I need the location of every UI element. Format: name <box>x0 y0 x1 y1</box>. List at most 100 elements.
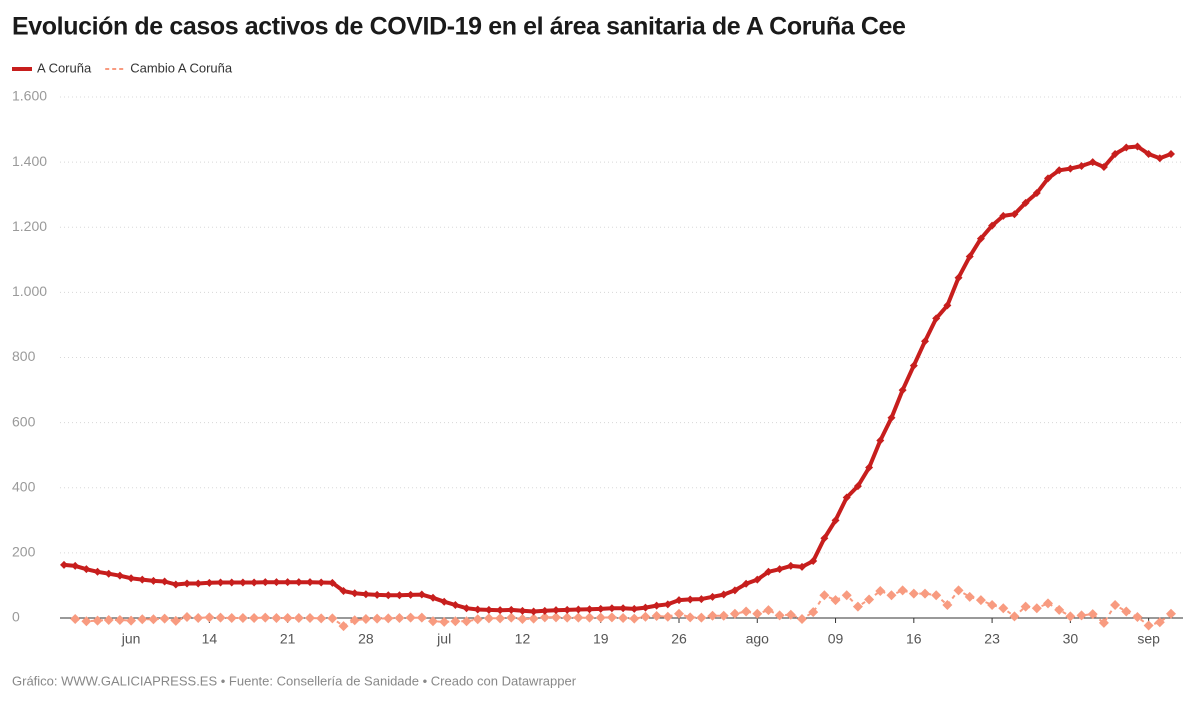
data-point <box>182 612 192 623</box>
data-point <box>360 613 371 624</box>
data-point <box>282 613 293 623</box>
data-point <box>976 234 985 243</box>
data-point <box>1031 603 1042 614</box>
data-point <box>975 595 986 606</box>
data-point <box>183 579 191 588</box>
data-point <box>1099 163 1108 172</box>
data-point <box>820 534 829 543</box>
x-tick-label: jun <box>121 631 141 647</box>
data-point <box>71 561 80 570</box>
data-point <box>506 612 517 623</box>
source-note: Gráfico: WWW.GALICIAPRESS.ES • Fuente: C… <box>12 673 577 688</box>
data-point <box>685 612 696 623</box>
data-point <box>472 614 483 625</box>
data-point <box>450 616 461 627</box>
data-point <box>495 613 506 624</box>
data-point <box>483 613 494 624</box>
data-point <box>82 565 91 574</box>
data-point <box>215 612 226 623</box>
data-point <box>484 605 493 614</box>
y-tick-label: 200 <box>12 544 36 560</box>
data-point <box>898 386 907 395</box>
data-point <box>1044 174 1052 183</box>
data-point <box>394 613 405 623</box>
y-tick-label: 1.600 <box>12 88 47 104</box>
data-point <box>675 596 683 605</box>
data-point <box>1020 601 1031 612</box>
data-point <box>1111 149 1120 158</box>
data-point <box>965 252 974 261</box>
data-point <box>528 613 539 624</box>
data-point <box>361 590 370 599</box>
data-point <box>764 567 773 576</box>
data-point <box>697 595 706 604</box>
data-point <box>539 612 550 623</box>
data-point <box>60 560 68 569</box>
data-point <box>640 611 651 622</box>
data-point <box>852 601 863 612</box>
x-tick-label: jul <box>436 631 451 647</box>
data-point <box>127 574 136 583</box>
data-point <box>205 578 214 587</box>
data-point <box>741 606 752 617</box>
data-point <box>283 578 292 587</box>
data-point <box>148 614 159 625</box>
data-point <box>1088 158 1097 167</box>
data-point <box>606 612 617 623</box>
data-point <box>841 590 852 601</box>
data-point <box>70 613 81 624</box>
data-point <box>316 613 327 624</box>
data-point <box>461 616 472 627</box>
data-point <box>237 613 248 623</box>
x-tick-label: ago <box>746 631 770 647</box>
data-point <box>897 585 908 596</box>
data-point <box>865 463 874 472</box>
data-point <box>327 613 338 624</box>
data-point <box>652 601 661 610</box>
data-point <box>708 592 717 601</box>
data-point <box>988 221 997 230</box>
data-point <box>473 605 482 614</box>
y-tick-label: 800 <box>12 348 36 364</box>
data-point <box>953 585 964 596</box>
data-point <box>272 578 281 587</box>
data-point <box>193 613 204 623</box>
data-point <box>864 594 875 605</box>
data-point <box>763 605 774 616</box>
data-point <box>842 493 851 502</box>
data-point <box>563 605 572 614</box>
data-point <box>216 578 225 587</box>
data-point <box>373 590 382 599</box>
data-point <box>774 610 785 621</box>
data-point <box>529 607 538 616</box>
data-point <box>1021 198 1030 207</box>
data-point <box>115 571 124 580</box>
x-tick-label: 26 <box>671 631 687 647</box>
data-point <box>1122 143 1131 152</box>
data-point <box>629 613 640 624</box>
data-point <box>1010 210 1019 219</box>
x-tick-label: 14 <box>202 631 218 647</box>
data-point <box>383 613 394 624</box>
data-point <box>798 562 806 571</box>
data-point <box>920 588 930 599</box>
data-point <box>830 595 841 606</box>
data-point <box>707 610 718 621</box>
x-tick-label: 28 <box>358 631 374 647</box>
data-point <box>137 614 148 625</box>
data-point <box>138 575 147 584</box>
data-point <box>786 561 795 570</box>
data-point <box>1065 611 1076 622</box>
data-point <box>886 590 897 601</box>
data-point <box>785 609 796 620</box>
data-point <box>126 615 137 626</box>
data-point <box>619 604 628 613</box>
x-tick-label: 23 <box>984 631 1000 647</box>
data-point <box>406 590 415 599</box>
data-point <box>226 613 237 623</box>
data-point <box>149 576 158 585</box>
data-point <box>518 606 527 615</box>
data-point <box>540 606 549 615</box>
data-point <box>238 578 247 587</box>
data-point <box>1166 608 1176 619</box>
